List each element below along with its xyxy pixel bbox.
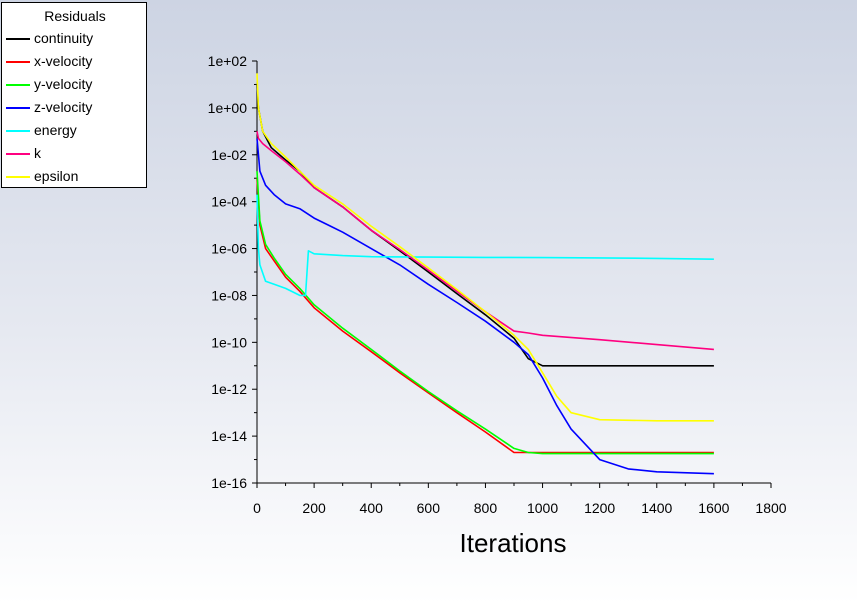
legend-swatch [6,107,30,109]
x-tick-label: 1400 [641,500,672,516]
legend-swatch [6,176,30,178]
chart-axes: 1e+02 1e+00 1e-02 1e-04 1e-06 1e-08 1e-10 1e-12… [208,53,787,516]
y-tick-label: 1e-16 [211,475,247,491]
y-tick-label: 1e-10 [211,334,247,350]
legend-item-continuity: continuity [6,29,146,49]
legend-item-epsilon: epsilon [6,167,146,187]
x-tick-label: 1200 [584,500,615,516]
legend-item-energy: energy [6,121,146,141]
series-layer [256,73,714,475]
legend-label: x-velocity [34,53,93,69]
legend-item-k: k [6,144,146,164]
series-line-epsilon [256,73,714,422]
x-tick-label: 400 [360,500,384,516]
legend-label: continuity [34,30,94,46]
legend-swatch [6,130,30,132]
legend-item-y-velocity: y-velocity [6,75,146,95]
legend-label: energy [34,122,77,138]
legend-swatch [6,38,30,40]
legend-swatch [6,84,30,86]
y-tick-label: 1e-06 [211,241,247,257]
x-tick-label: 1800 [755,500,786,516]
x-tick-label: 1600 [698,500,729,516]
legend: Residuals continuity x-velocity y-velocity… [1,2,147,188]
legend-label: epsilon [34,168,79,184]
x-tick-label: 0 [253,500,261,516]
y-tick-label: 1e-04 [211,194,247,210]
y-tick-label: 1e+02 [208,53,248,69]
x-tick-label: 600 [417,500,441,516]
series-line-x-velocity [256,178,714,454]
x-tick-label: 1000 [527,500,558,516]
series-line-continuity [256,84,714,367]
legend-item-x-velocity: x-velocity [6,52,146,72]
series-line-z-velocity [256,138,714,475]
legend-label: z-velocity [34,99,93,115]
y-tick-label: 1e-02 [211,147,247,163]
legend-item-z-velocity: z-velocity [6,98,146,118]
x-tick-label: 800 [474,500,498,516]
x-axis-title: Iterations [460,528,567,558]
y-tick-label: 1e-08 [211,287,247,303]
y-tick-label: 1e-12 [211,381,247,397]
legend-swatch [6,61,30,63]
legend-swatch [6,153,30,155]
series-line-energy [256,194,714,297]
legend-title: Residuals [44,8,106,24]
legend-label: k [34,145,41,161]
y-tick-label: 1e-14 [211,428,247,444]
y-tick-label: 1e+00 [208,100,248,116]
legend-label: y-velocity [34,76,93,92]
series-line-k [256,131,714,351]
x-tick-label: 200 [302,500,326,516]
series-line-y-velocity [256,171,714,455]
